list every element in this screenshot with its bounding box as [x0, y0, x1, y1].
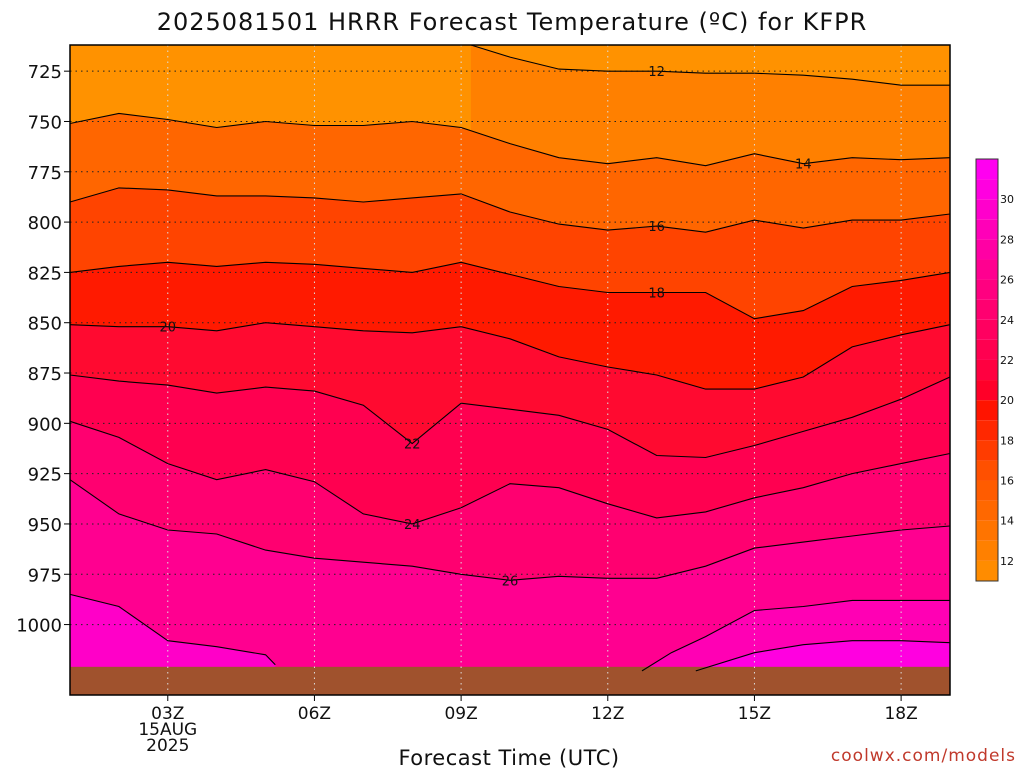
colorbar-swatch	[976, 159, 998, 180]
colorbar-tick-label: 12	[1000, 555, 1014, 568]
contour-line-18	[69, 261, 951, 320]
contour-label: 20	[160, 321, 177, 336]
contour-line-26	[69, 479, 951, 581]
x-tick-label: 15AUG	[138, 720, 197, 740]
colorbar-swatch	[976, 460, 998, 481]
ground-layer	[70, 666, 950, 695]
colorbar-swatch	[976, 299, 998, 320]
colorbar-swatch	[976, 560, 998, 581]
y-tick-label: 975	[28, 565, 62, 586]
credit-text: coolwx.com/models	[831, 746, 1016, 766]
colorbar-swatch	[976, 440, 998, 461]
colorbar-tick-label: 20	[1000, 394, 1014, 407]
y-tick-label: 825	[28, 263, 62, 284]
contour-label: 14	[795, 158, 812, 173]
x-tick-label: 18Z	[884, 704, 917, 724]
contour-line-28	[69, 593, 276, 666]
colorbar-swatch	[976, 500, 998, 521]
contour-line-30	[695, 640, 951, 672]
colorbar-swatch	[976, 380, 998, 401]
colorbar-tick-label: 16	[1000, 475, 1014, 488]
y-tick-label: 725	[28, 62, 62, 83]
chart-title: 2025081501 HRRR Forecast Temperature (ºC…	[157, 8, 868, 36]
colorbar-tick-label: 18	[1000, 434, 1014, 447]
contour-label: 12	[648, 65, 665, 80]
x-tick-label: 15Z	[738, 704, 771, 724]
colorbar-swatch	[976, 540, 998, 561]
colorbar-swatch	[976, 239, 998, 260]
grid-lines	[70, 45, 950, 695]
y-tick-label: 900	[28, 414, 62, 435]
x-tick-label: 2025	[146, 736, 189, 756]
colorbar-swatch	[976, 259, 998, 280]
colorbar-swatch	[976, 179, 998, 200]
contour-line-20	[69, 322, 951, 390]
y-tick-label: 850	[28, 314, 62, 335]
colorbar-swatch	[976, 319, 998, 340]
y-tick-label: 775	[28, 163, 62, 184]
colorbar-tick-label: 14	[1000, 515, 1014, 528]
colorbar-swatch	[976, 339, 998, 360]
x-axis-label: Forecast Time (UTC)	[398, 746, 619, 768]
y-tick-label: 950	[28, 515, 62, 536]
colorbar-tick-label: 28	[1000, 233, 1014, 246]
x-tick-label: 06Z	[298, 704, 331, 724]
contour-line-16	[69, 187, 951, 233]
y-tick-label: 875	[28, 364, 62, 385]
colorbar-swatch	[976, 420, 998, 441]
contour-label: 16	[648, 220, 665, 235]
y-tick-label: 750	[28, 112, 62, 133]
contour-line-24	[69, 420, 951, 525]
contour-line-14	[69, 112, 951, 167]
colorbar-frame	[975, 158, 999, 582]
x-tick-label: 09Z	[444, 704, 477, 724]
colorbar-swatch	[976, 219, 998, 240]
colorbar-swatch	[976, 279, 998, 300]
colorbar-swatch	[976, 480, 998, 501]
contour-line-28	[641, 599, 950, 672]
colorbar-tick-label: 30	[1000, 193, 1014, 206]
contour-label: 18	[648, 287, 665, 302]
y-tick-label: 925	[28, 465, 62, 486]
x-tick-label: 12Z	[591, 704, 624, 724]
plot-fills	[70, 45, 950, 695]
plot-frame	[69, 44, 951, 696]
colorbar-tick-label: 24	[1000, 314, 1014, 327]
contour-label: 24	[404, 518, 421, 533]
contour-label: 22	[404, 437, 421, 452]
y-tick-label: 800	[28, 213, 62, 234]
colorbar-tick-label: 22	[1000, 354, 1014, 367]
colorbar-swatch	[976, 400, 998, 421]
colorbar-swatch	[976, 359, 998, 381]
y-axis: 725 750 775 800 825 850 875 900 925 950 975 1000	[16, 62, 70, 637]
colorbar: 12 14 16 18 20 22 24 26 28 30	[975, 158, 1014, 582]
colorbar-tick-label: 26	[1000, 274, 1014, 287]
y-tick-label: 1000	[16, 616, 62, 637]
contour-lines: 12 14 16 18 20 22 24 26	[69, 44, 951, 672]
contour-line-12	[470, 44, 950, 86]
colorbar-swatch	[976, 199, 998, 220]
contour-line-22	[69, 374, 951, 459]
ground-fill	[70, 666, 950, 695]
colorbar-swatch	[976, 520, 998, 541]
x-tick-label: 03Z	[151, 704, 184, 724]
contour-label: 26	[502, 574, 519, 589]
